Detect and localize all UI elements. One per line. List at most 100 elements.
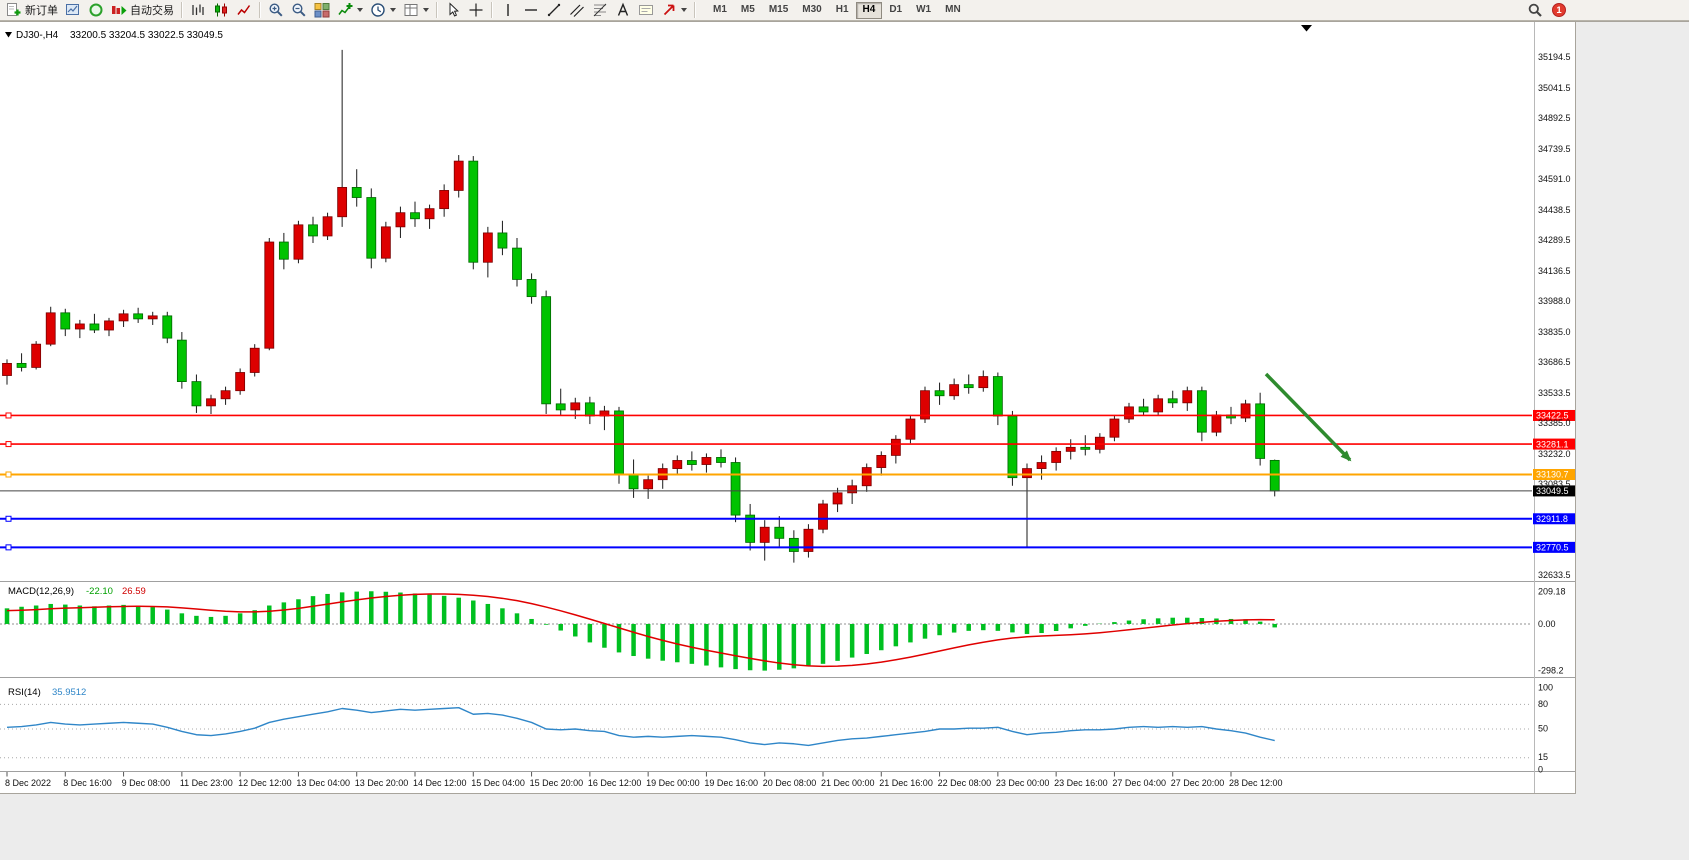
timeframe-button-h1[interactable]: H1 [835,3,849,15]
price-scale-label: 33533.5 [1538,388,1571,398]
text-label-icon [639,5,653,15]
candle-body [934,390,945,397]
time-axis-label: 22 Dec 08:00 [938,778,992,788]
candle-body [31,343,42,368]
cursor-tool-button[interactable] [442,1,464,19]
new-order-icon [7,3,21,16]
new-order-button[interactable]: 新订单 [3,1,61,19]
line-anchor-handle[interactable] [5,412,12,419]
candle-body [570,402,581,411]
time-axis-label: 8 Dec 16:00 [63,778,112,788]
candle-body [949,384,960,397]
candle-body [992,376,1003,417]
candle-body [395,212,406,228]
toolbar: 新订单 自动交易 [0,0,1689,21]
autotrading-button[interactable]: 自动交易 [108,1,177,19]
time-axis-label: 23 Dec 00:00 [996,778,1050,788]
timeframe-button-d1[interactable]: D1 [889,3,903,15]
line-anchor-handle[interactable] [5,471,12,478]
candle-body [555,403,566,411]
candle-body [410,212,420,220]
fibonacci-tool-button[interactable] [589,1,611,19]
candle-body [643,479,654,490]
price-level-tag-label: 33049.5 [1536,486,1569,496]
horizontal-line-tool-button[interactable] [520,1,542,19]
candle-body [788,537,799,552]
price-level-tag-label: 32770.5 [1536,543,1569,553]
chevron-down-icon [357,8,363,12]
timeframe-button-m15[interactable]: M15 [768,3,789,15]
trendline-tool-button[interactable] [543,1,565,19]
candle-body [1182,390,1193,404]
channel-tool-button[interactable] [566,1,588,19]
time-axis-label: 15 Dec 20:00 [530,778,584,788]
crosshair-icon [469,3,483,17]
timeframe-button-mn[interactable]: MN [945,3,961,15]
cursor-icon [449,2,459,17]
horizontal-line-objects[interactable]: 33422.5 33281.1 33130.7 33049.5 32911.8 32770… [0,409,1575,553]
candle-body [512,247,522,280]
timeframe-button-h4[interactable]: H4 [855,1,883,19]
chart-shift-marker-icon[interactable] [1301,25,1312,32]
line-anchor-handle[interactable] [5,441,12,448]
candle-body [876,455,887,468]
vertical-line-icon [507,4,509,16]
indicators-button[interactable] [334,1,366,19]
line-chart-button[interactable] [233,1,255,19]
crosshair-tool-button[interactable] [465,1,487,19]
time-axis-label: 27 Dec 20:00 [1171,778,1225,788]
price-level-tag [1533,485,1575,497]
timeframe-button-m5[interactable]: M5 [740,3,755,15]
rsi-line [6,706,1275,747]
community-button[interactable] [85,1,107,19]
text-tool-button[interactable] [612,1,634,19]
candle-body [104,320,114,331]
candle-body [978,376,989,389]
chart-window-button[interactable] [62,1,84,19]
vertical-line-tool-button[interactable] [497,1,519,19]
candle-body [191,381,202,407]
zoom-out-button[interactable] [288,1,310,19]
candle-body [1036,462,1047,469]
candle-body [468,160,479,263]
candlestick-chart-button[interactable] [210,1,232,19]
timeframe-button-w1[interactable]: W1 [916,3,932,15]
candlestick-chart-icon [215,3,227,17]
candle-body [672,460,683,469]
zoom-in-button[interactable] [265,1,287,19]
line-anchor-handle[interactable] [5,544,12,551]
text-label-tool-button[interactable] [635,1,657,19]
candle-body [497,232,508,249]
candle-body [380,226,391,259]
bar-chart-button[interactable] [187,1,209,19]
search-icon[interactable] [1527,2,1543,18]
trendline-icon [547,3,561,17]
candle-body [1022,468,1032,479]
candle-body [1007,415,1018,479]
time-axis-label: 9 Dec 08:00 [122,778,171,788]
tile-windows-button[interactable] [311,1,333,19]
line-anchor-handle[interactable] [5,515,12,522]
candle-body [74,323,85,330]
time-axis-label: 13 Dec 04:00 [296,778,350,788]
bar-chart-icon [192,4,204,15]
arrow-annotation[interactable] [1264,372,1352,462]
rsi-scale-label: 0 [1538,765,1543,775]
chart-legend-dropdown-icon[interactable] [5,32,12,38]
templates-button[interactable] [400,1,432,19]
arrows-tool-button[interactable] [658,1,690,19]
chart-axes: 35194.5 35041.5 34892.5 34739.5 34591.0 34438… [5,52,1571,788]
annotations[interactable] [1264,372,1352,462]
timeframe-button-m30[interactable]: M30 [802,3,822,15]
periods-button[interactable] [367,1,399,19]
timeframe-button-m1[interactable]: M1 [713,3,727,15]
price-scale-label: 33686.5 [1538,357,1571,367]
new-order-label: 新订单 [25,5,58,17]
time-axis-label: 14 Dec 12:00 [413,778,467,788]
time-axis-label: 20 Dec 08:00 [763,778,817,788]
candle-body [1153,398,1164,413]
time-axis-label: 23 Dec 16:00 [1054,778,1108,788]
notification-badge[interactable]: 1 [1552,3,1566,17]
